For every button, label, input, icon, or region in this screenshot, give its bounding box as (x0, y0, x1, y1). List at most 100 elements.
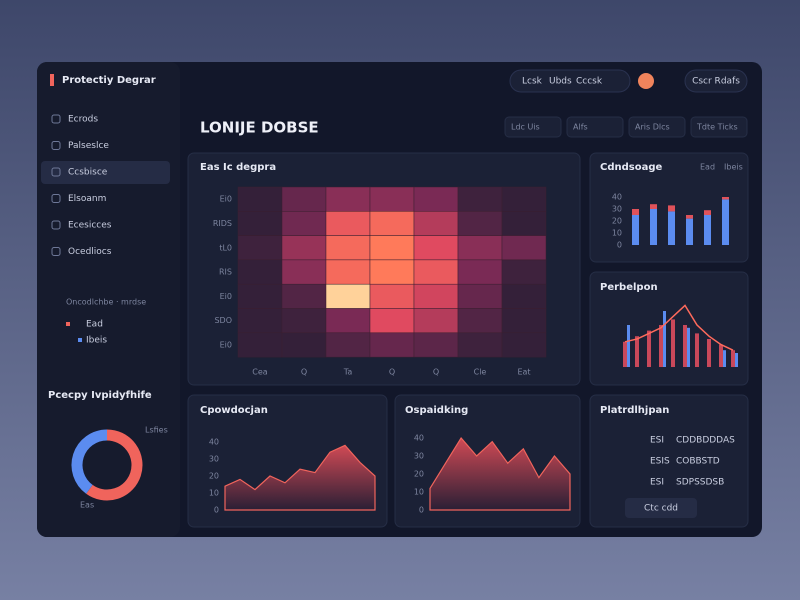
heat-cell (413, 186, 459, 212)
stat-label: Ldc Uis (511, 123, 540, 132)
bar (627, 325, 630, 367)
user-name[interactable]: Cscr Rdafs (692, 77, 740, 87)
row-label: Ei0 (220, 292, 232, 301)
stat-card (628, 116, 686, 138)
y-tick-label: 20 (209, 472, 219, 481)
heat-cell (501, 211, 547, 236)
line (624, 304, 734, 351)
button-label[interactable]: Ctc cdd (644, 504, 678, 514)
donut-slice (86, 429, 143, 501)
donut-label: Eas (80, 501, 94, 510)
heat-cell (457, 308, 503, 334)
col-label: Cle (474, 368, 487, 377)
legend-swatch (66, 322, 70, 326)
stat-label: Tdte Ticks (696, 123, 738, 132)
heat-cell (501, 332, 547, 358)
bar (683, 325, 687, 367)
area (224, 444, 376, 511)
heat-cell (457, 332, 503, 358)
bar-segment (668, 211, 675, 245)
legend-label: Ibeis (86, 336, 107, 346)
y-tick-label: 10 (612, 229, 622, 238)
y-tick-label: 20 (612, 217, 622, 226)
sidebar-item[interactable]: Elsoanm (68, 194, 106, 204)
heat-cell (413, 283, 459, 309)
heat-cell (281, 332, 327, 358)
bar (735, 353, 738, 367)
list-cell: CDDBDDDAS (676, 436, 735, 446)
panel-title: Cpowdocjan (200, 405, 268, 416)
heat-cell (237, 332, 283, 358)
heat-cell (369, 308, 415, 334)
page-title: LONIJE DOBSE (200, 119, 319, 137)
y-tick-label: 30 (209, 455, 219, 464)
y-tick-label: 40 (209, 438, 219, 447)
item-icon[interactable] (51, 247, 61, 256)
heat-cell (501, 283, 547, 309)
item-icon[interactable] (51, 141, 61, 150)
sidebar-item[interactable]: Ccsbisce (68, 168, 108, 178)
heat-cell (325, 283, 371, 309)
donut-slice (71, 429, 108, 494)
bar (731, 350, 735, 367)
nav-link[interactable]: Ubds (549, 77, 572, 87)
item-icon[interactable] (51, 220, 61, 230)
y-tick-label: 40 (414, 434, 424, 443)
button[interactable] (625, 498, 697, 518)
app-title: Protectiy Degrar (62, 75, 156, 86)
list-cell: ESI (650, 478, 664, 488)
heat-cell (237, 235, 283, 261)
bar-segment (632, 215, 639, 245)
item-icon[interactable] (51, 167, 61, 177)
row-label: tL0 (219, 243, 232, 252)
row-label: Ei0 (220, 340, 232, 349)
y-tick-label: 40 (612, 193, 622, 202)
bar-segment (668, 205, 675, 212)
nav-pill (509, 69, 631, 93)
area (429, 436, 571, 511)
bar (687, 327, 690, 367)
heat-cell (281, 235, 327, 261)
list-panel (589, 394, 749, 528)
heat-cell (369, 211, 415, 236)
bar-segment (650, 209, 657, 245)
sidebar-item[interactable]: Ecrods (68, 115, 98, 125)
row-label: SDO (214, 316, 232, 325)
list-cell: ESI (650, 436, 664, 446)
sidebar-item[interactable]: Ocedliocs (68, 247, 112, 257)
bar (663, 311, 666, 367)
heat-cell (501, 259, 547, 285)
bar (707, 339, 711, 367)
bar (659, 325, 663, 367)
bar (695, 333, 699, 367)
panel-title: Eas Ic degpra (200, 162, 276, 173)
heat-cell (457, 283, 503, 309)
avatar[interactable] (638, 73, 654, 89)
bar-segment (722, 199, 729, 245)
sidebar-item[interactable]: Ecesicces (68, 221, 112, 231)
heat-cell (457, 235, 503, 261)
col-label: Cea (252, 368, 268, 377)
heat-cell (325, 332, 371, 358)
heat-cell (413, 332, 459, 358)
row-label: Ei0 (220, 195, 232, 204)
legend-label: Ead (700, 163, 715, 172)
bar-segment (632, 209, 639, 215)
list-cell: SDPSSDSB (676, 478, 724, 488)
bar (723, 350, 726, 367)
y-tick-label: 30 (612, 205, 622, 214)
nav-link[interactable]: Cccsk (576, 77, 603, 87)
heat-cell (325, 308, 371, 334)
bar (635, 336, 639, 367)
sidebar-item[interactable]: Palseslce (68, 141, 109, 151)
user-pill[interactable] (684, 69, 748, 93)
heat-cell (457, 211, 503, 236)
heat-cell (457, 259, 503, 285)
panel-title: Ospaidking (405, 405, 468, 416)
heat-cell (369, 186, 415, 212)
bar-segment (686, 218, 693, 245)
item-icon[interactable] (51, 114, 61, 124)
nav-link[interactable]: Lcsk (522, 77, 543, 87)
item-icon[interactable] (51, 194, 61, 203)
